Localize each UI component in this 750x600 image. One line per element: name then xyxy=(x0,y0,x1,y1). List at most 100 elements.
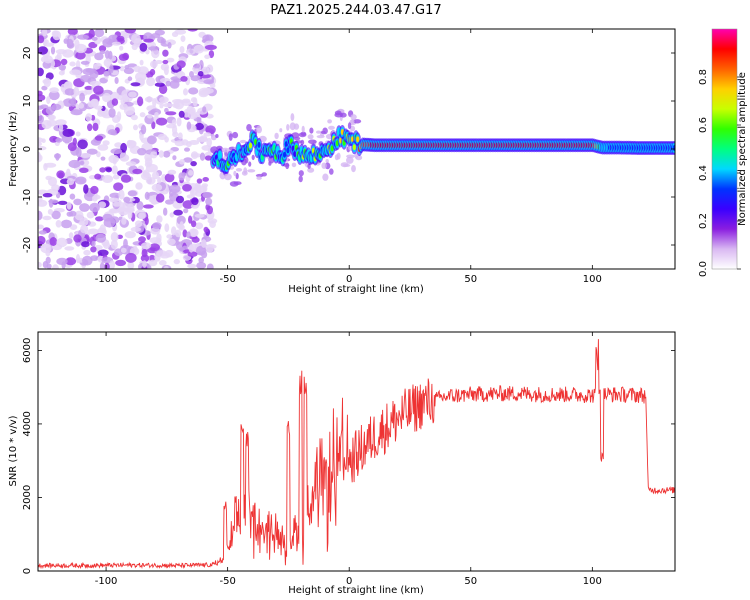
noise-blob xyxy=(151,183,163,192)
noise-blob xyxy=(38,195,43,203)
noise-blob xyxy=(123,196,131,203)
noise-blob xyxy=(75,147,82,158)
ridge-halo xyxy=(334,110,342,116)
noise-blob xyxy=(150,151,158,159)
x-tick-label: 100 xyxy=(583,576,602,587)
noise-blob xyxy=(178,132,183,140)
noise-blob xyxy=(97,249,109,257)
noise-blob xyxy=(52,30,62,41)
noise-blob xyxy=(135,220,143,228)
noise-blob xyxy=(40,243,51,248)
noise-blob xyxy=(83,184,89,194)
noise-blob xyxy=(135,71,147,82)
noise-blob xyxy=(58,70,65,76)
ridge-halo xyxy=(235,172,239,180)
ridge-halo xyxy=(298,175,303,183)
noise-blob xyxy=(167,238,176,246)
ridge-halo xyxy=(346,154,355,159)
noise-blob xyxy=(68,159,81,169)
noise-blob xyxy=(186,105,194,115)
colorbar-frame xyxy=(711,28,738,270)
ridge-halo xyxy=(347,122,352,130)
noise-blob xyxy=(117,94,124,100)
noise-blob xyxy=(120,174,132,183)
noise-blob xyxy=(114,142,123,148)
noise-blob xyxy=(116,111,122,121)
noise-blob xyxy=(55,153,60,161)
x-tick-label: 100 xyxy=(583,274,602,285)
ridge-core xyxy=(356,136,360,143)
noise-blob xyxy=(38,114,44,124)
noise-blob xyxy=(173,259,180,265)
noise-blob xyxy=(167,42,172,49)
noise-blob xyxy=(49,87,59,93)
noise-blob xyxy=(136,201,144,211)
noise-blob xyxy=(55,137,63,143)
noise-blob xyxy=(67,142,77,152)
noise-blob xyxy=(103,241,110,249)
noise-blob xyxy=(43,55,53,64)
ridge-halo xyxy=(239,139,247,144)
noise-blob xyxy=(156,233,162,242)
x-tick-label: -50 xyxy=(219,274,235,285)
noise-blob xyxy=(75,254,81,264)
noise-blob xyxy=(195,222,204,230)
noise-blob xyxy=(118,189,125,200)
y-tick-label: 6000 xyxy=(22,338,33,363)
noise-blob xyxy=(130,82,141,87)
noise-blob xyxy=(156,117,168,126)
noise-blob xyxy=(203,226,209,233)
noise-blob xyxy=(210,83,216,89)
ridge-halo xyxy=(325,159,329,163)
noise-blob xyxy=(64,246,75,251)
ridge-halo xyxy=(286,124,290,131)
noise-blob xyxy=(94,105,103,110)
ridge-halo xyxy=(274,132,279,140)
noise-blob xyxy=(38,141,42,147)
ridge-core xyxy=(286,147,290,154)
noise-blob xyxy=(183,157,193,163)
noise-blob xyxy=(141,242,152,250)
noise-blob xyxy=(48,199,59,204)
noise-blob xyxy=(95,216,104,222)
noise-blob xyxy=(182,229,188,238)
noise-blob xyxy=(206,137,212,148)
noise-blob xyxy=(169,212,175,218)
noise-blob xyxy=(62,128,74,137)
noise-blob xyxy=(151,199,158,205)
noise-blob xyxy=(197,71,204,77)
noise-blob xyxy=(171,119,177,126)
noise-blob xyxy=(42,261,49,269)
noise-blob xyxy=(159,96,169,104)
noise-blob xyxy=(56,237,68,248)
noise-blob xyxy=(80,60,90,65)
noise-blob xyxy=(155,193,165,203)
noise-blob xyxy=(146,135,157,145)
noise-blob xyxy=(110,232,119,242)
noise-blob xyxy=(140,124,147,135)
y-tick-label: -10 xyxy=(22,189,33,205)
noise-blob xyxy=(64,88,76,96)
noise-blob xyxy=(137,148,147,156)
ridge-core xyxy=(218,152,222,159)
noise-blob xyxy=(172,102,180,109)
noise-blob xyxy=(73,198,82,206)
noise-blob xyxy=(69,69,82,76)
noise-blob xyxy=(77,34,89,40)
ridge-halo xyxy=(322,173,329,181)
noise-blob xyxy=(147,114,153,119)
noise-blob xyxy=(38,224,44,230)
noise-blob xyxy=(98,201,107,209)
noise-blob xyxy=(152,98,157,108)
noise-blob xyxy=(150,60,158,68)
noise-blob xyxy=(38,146,47,151)
noise-blob xyxy=(69,61,76,67)
noise-blob xyxy=(98,45,107,52)
noise-blob xyxy=(138,212,146,220)
ridge-halo xyxy=(301,125,305,133)
ridge-halo xyxy=(320,130,326,134)
noise-blob xyxy=(193,63,201,69)
noise-blob xyxy=(138,236,146,243)
y-tick-label: 0 xyxy=(22,146,33,152)
